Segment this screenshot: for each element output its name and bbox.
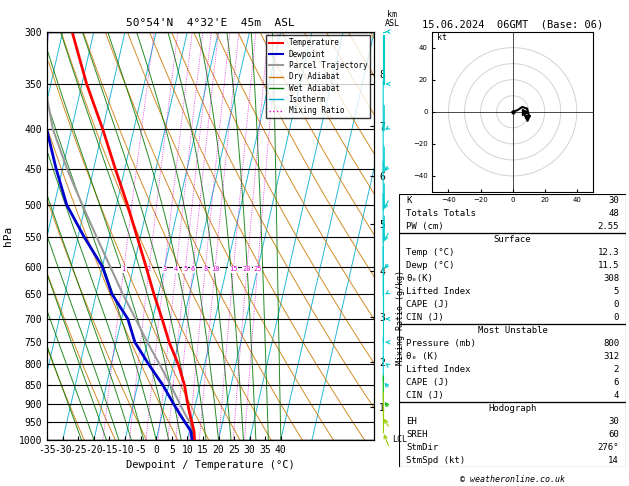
- Text: θₑ (K): θₑ (K): [406, 352, 438, 361]
- Text: kt: kt: [437, 33, 447, 42]
- Text: EH: EH: [406, 417, 417, 426]
- Text: 276°: 276°: [598, 443, 619, 451]
- Text: StmSpd (kt): StmSpd (kt): [406, 455, 465, 465]
- Text: 1: 1: [121, 266, 126, 273]
- Text: CAPE (J): CAPE (J): [406, 378, 449, 387]
- Text: Lifted Index: Lifted Index: [406, 365, 470, 374]
- Text: 5: 5: [183, 266, 187, 273]
- Text: © weatheronline.co.uk: © weatheronline.co.uk: [460, 474, 565, 484]
- Text: 6: 6: [191, 266, 195, 273]
- Text: SREH: SREH: [406, 430, 428, 439]
- Text: Lifted Index: Lifted Index: [406, 287, 470, 296]
- Text: 48: 48: [608, 209, 619, 218]
- Text: 30: 30: [608, 417, 619, 426]
- Text: 10: 10: [211, 266, 220, 273]
- Text: 15.06.2024  06GMT  (Base: 06): 15.06.2024 06GMT (Base: 06): [422, 19, 603, 29]
- X-axis label: Dewpoint / Temperature (°C): Dewpoint / Temperature (°C): [126, 460, 295, 470]
- Text: StmDir: StmDir: [406, 443, 438, 451]
- Text: Surface: Surface: [494, 235, 532, 244]
- Title: 50°54'N  4°32'E  45m  ASL: 50°54'N 4°32'E 45m ASL: [126, 18, 295, 28]
- Text: 308: 308: [603, 274, 619, 283]
- Text: 25: 25: [253, 266, 262, 273]
- Text: 60: 60: [608, 430, 619, 439]
- Text: 8: 8: [203, 266, 208, 273]
- Text: 5: 5: [614, 287, 619, 296]
- Text: LCL: LCL: [392, 435, 407, 444]
- Text: 11.5: 11.5: [598, 261, 619, 270]
- Bar: [399, 324, 626, 402]
- Legend: Temperature, Dewpoint, Parcel Trajectory, Dry Adiabat, Wet Adiabat, Isotherm, Mi: Temperature, Dewpoint, Parcel Trajectory…: [266, 35, 370, 118]
- Text: Pressure (mb): Pressure (mb): [406, 339, 476, 348]
- Text: Mixing Ratio (g/kg): Mixing Ratio (g/kg): [396, 270, 405, 365]
- Text: Temp (°C): Temp (°C): [406, 248, 455, 257]
- Text: CIN (J): CIN (J): [406, 313, 444, 322]
- Text: km
ASL: km ASL: [385, 10, 400, 28]
- Text: Most Unstable: Most Unstable: [477, 326, 548, 335]
- Y-axis label: hPa: hPa: [3, 226, 13, 246]
- Bar: [399, 402, 626, 467]
- Text: 2.55: 2.55: [598, 222, 619, 231]
- Text: 800: 800: [603, 339, 619, 348]
- Text: Hodograph: Hodograph: [489, 404, 537, 413]
- Text: CIN (J): CIN (J): [406, 391, 444, 400]
- Text: 20: 20: [243, 266, 251, 273]
- Text: 2: 2: [147, 266, 151, 273]
- Text: 30: 30: [608, 196, 619, 206]
- Text: K: K: [406, 196, 411, 206]
- Text: 14: 14: [608, 455, 619, 465]
- Text: CAPE (J): CAPE (J): [406, 300, 449, 309]
- Text: Dewp (°C): Dewp (°C): [406, 261, 455, 270]
- Text: 12.3: 12.3: [598, 248, 619, 257]
- Text: 6: 6: [614, 378, 619, 387]
- Text: 2: 2: [614, 365, 619, 374]
- Bar: [399, 233, 626, 324]
- Text: θₑ(K): θₑ(K): [406, 274, 433, 283]
- Text: 0: 0: [614, 313, 619, 322]
- Text: 4: 4: [614, 391, 619, 400]
- Text: Totals Totals: Totals Totals: [406, 209, 476, 218]
- Text: 3: 3: [162, 266, 167, 273]
- Text: PW (cm): PW (cm): [406, 222, 444, 231]
- Text: 0: 0: [614, 300, 619, 309]
- Bar: [399, 194, 626, 233]
- Text: 15: 15: [229, 266, 238, 273]
- Text: 4: 4: [174, 266, 178, 273]
- Text: 312: 312: [603, 352, 619, 361]
